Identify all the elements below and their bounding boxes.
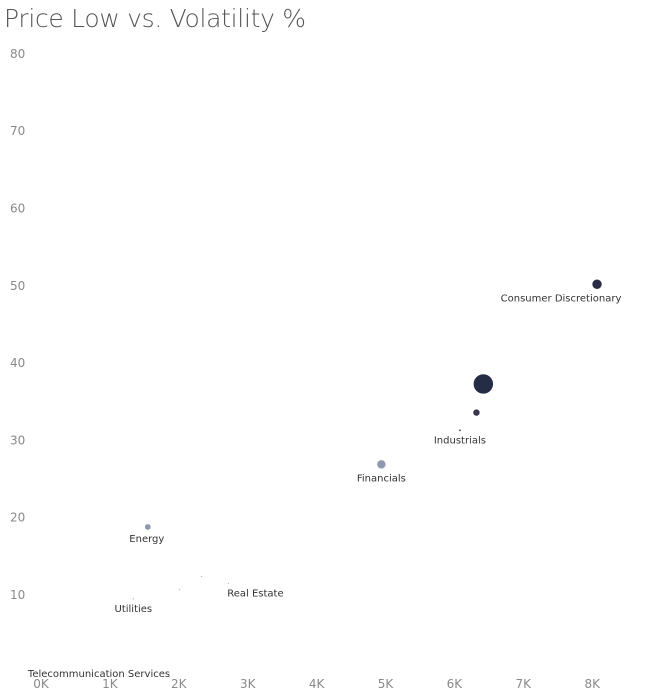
y-tick-label: 10 [10,588,25,602]
x-tick-label: 2K [171,677,188,691]
point-label: Telecommunication Services [27,669,170,680]
x-tick-label: 0K [33,677,50,691]
x-axis: 0K 1K 2K 3K 4K 5K 6K 7K 8K [33,677,601,691]
data-point[interactable] [473,373,494,395]
data-point[interactable] [591,278,603,290]
y-tick-label: 50 [10,279,25,293]
data-point[interactable] [200,575,203,578]
point-label: Financials [357,473,406,484]
data-point[interactable] [227,582,230,585]
x-tick-label: 5K [378,677,395,691]
point-label: Real Estate [227,588,283,599]
point-label: Utilities [115,604,153,615]
point-label: Energy [129,534,164,545]
data-point[interactable] [472,408,481,417]
x-tick-label: 8K [584,677,601,691]
x-tick-label: 7K [516,677,533,691]
x-tick-label: 6K [447,677,464,691]
data-point[interactable] [178,588,181,591]
y-tick-label: 70 [10,124,25,138]
data-point[interactable] [458,428,462,432]
point-label: Consumer Discretionary [501,293,622,304]
point-labels: Consumer Discretionary Industrials Financi… [27,293,622,680]
y-axis: 10 20 30 40 50 60 70 80 [10,47,25,602]
y-tick-label: 30 [10,433,25,447]
data-point[interactable] [144,523,152,531]
data-points [132,278,603,601]
x-tick-label: 3K [240,677,257,691]
data-point[interactable] [132,597,135,601]
x-tick-label: 1K [102,677,119,691]
y-tick-label: 40 [10,356,25,370]
x-tick-label: 4K [309,677,326,691]
y-tick-label: 80 [10,47,25,61]
y-tick-label: 60 [10,202,25,216]
data-point[interactable] [376,459,387,470]
point-label: Industrials [434,435,486,446]
y-tick-label: 20 [10,511,25,525]
chart-title: Price Low vs. Volatility % [4,4,306,33]
